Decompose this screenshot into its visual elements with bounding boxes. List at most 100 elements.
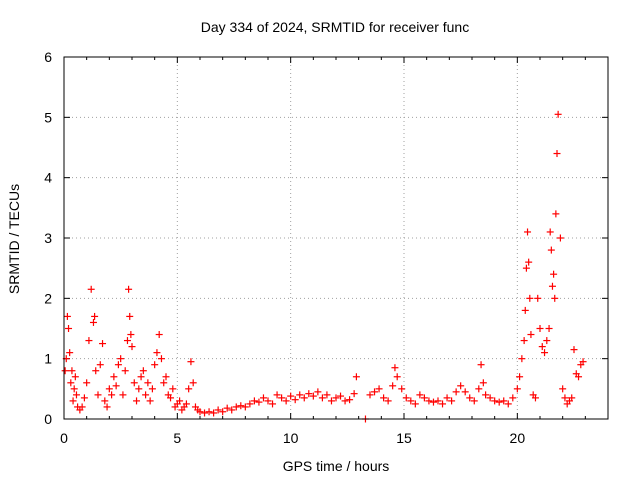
data-point (393, 373, 401, 381)
data-point (185, 385, 193, 393)
data-point (157, 355, 165, 363)
data-point (366, 391, 374, 399)
data-point (182, 400, 190, 408)
data-point (148, 385, 156, 393)
y-tick-label: 0 (44, 411, 52, 427)
data-point (479, 379, 487, 387)
data-point (105, 385, 113, 393)
plot-frame (63, 56, 609, 420)
data-point (543, 337, 551, 345)
data-point (66, 349, 74, 357)
data-point (237, 402, 245, 410)
data-point (398, 385, 406, 393)
data-point (323, 391, 331, 399)
data-point (352, 373, 360, 381)
data-point (545, 325, 553, 332)
data-point (110, 373, 118, 381)
data-point (121, 367, 129, 375)
data-point (327, 397, 335, 405)
data-point (296, 391, 304, 399)
data-point (416, 391, 424, 399)
data-point (504, 400, 512, 408)
data-point (443, 394, 451, 402)
data-points (61, 110, 587, 423)
data-point (87, 285, 95, 293)
y-tick-label: 6 (44, 49, 52, 65)
data-point (123, 337, 131, 345)
y-tick-label: 5 (44, 109, 52, 125)
data-point (538, 343, 546, 351)
data-point (114, 361, 122, 369)
data-point (117, 355, 125, 363)
data-point (521, 306, 529, 314)
data-point (534, 294, 542, 302)
data-point (205, 408, 213, 416)
x-tick-label: 15 (396, 430, 412, 446)
data-point (547, 246, 555, 254)
data-point (486, 394, 494, 402)
data-point (153, 349, 161, 357)
data-point (568, 394, 576, 402)
data-point (491, 397, 499, 405)
data-point (94, 391, 102, 399)
y-tick-label: 2 (44, 290, 52, 306)
data-point (241, 403, 249, 411)
data-point (407, 397, 415, 405)
data-point (526, 294, 534, 302)
data-point (548, 282, 556, 290)
data-point (187, 358, 195, 366)
data-point (391, 364, 399, 372)
data-point (371, 388, 379, 396)
data-point (553, 150, 561, 158)
data-point (126, 312, 134, 320)
data-point (189, 379, 197, 387)
data-point (350, 390, 358, 398)
data-point (232, 403, 240, 411)
data-point (162, 373, 170, 381)
data-point (135, 385, 143, 393)
data-point (579, 358, 587, 366)
data-point (552, 210, 560, 218)
data-point (255, 398, 263, 406)
data-point (554, 110, 562, 118)
data-point (448, 397, 456, 405)
data-point (112, 382, 120, 390)
data-point (139, 367, 147, 375)
data-point (167, 394, 175, 402)
data-point (130, 379, 138, 387)
data-point (332, 394, 340, 402)
data-point (434, 397, 442, 405)
data-point (384, 397, 392, 405)
data-point (128, 343, 136, 351)
data-point (531, 394, 539, 402)
data-point (525, 258, 533, 266)
data-point (509, 394, 517, 402)
data-point (196, 408, 204, 416)
data-point (71, 373, 79, 381)
data-point (269, 400, 277, 408)
data-point (561, 394, 569, 402)
data-point (520, 337, 528, 345)
data-point (402, 394, 410, 402)
data-point (214, 406, 222, 414)
data-point (477, 361, 485, 369)
data-point (389, 382, 397, 390)
data-point (89, 318, 97, 326)
data-point (142, 391, 150, 399)
data-point (411, 400, 419, 408)
data-point (92, 367, 100, 375)
data-point (551, 294, 559, 302)
data-point (429, 398, 437, 406)
data-point (541, 349, 549, 357)
data-point (72, 391, 80, 399)
x-tick-label: 20 (510, 430, 526, 446)
data-point (527, 331, 535, 339)
data-point (151, 361, 159, 369)
data-point (127, 331, 135, 339)
chart-title: Day 334 of 2024, SRMTID for receiver fun… (201, 19, 469, 35)
data-point (125, 285, 133, 293)
data-point (133, 397, 141, 405)
data-point (259, 394, 267, 402)
data-point (63, 312, 71, 320)
